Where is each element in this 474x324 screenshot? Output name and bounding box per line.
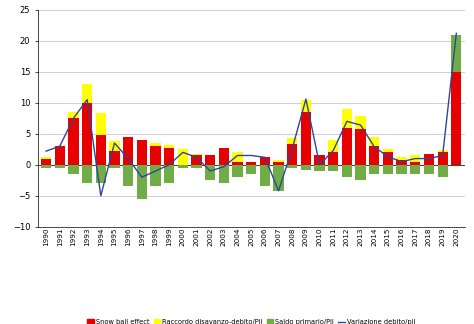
Bar (396, 165, 407, 174)
Bar (273, 162, 284, 165)
Bar (219, 148, 229, 165)
Bar (369, 165, 379, 174)
Bar (396, 157, 407, 160)
Bar (123, 165, 133, 187)
Bar (55, 146, 65, 165)
Bar (260, 165, 270, 187)
Bar (451, 35, 462, 72)
Bar (410, 162, 420, 165)
Bar (328, 165, 338, 171)
Bar (356, 165, 366, 180)
Bar (191, 165, 201, 168)
Bar (246, 162, 256, 165)
Bar (191, 156, 201, 165)
Bar (150, 146, 161, 165)
Bar (55, 165, 65, 168)
Bar (150, 165, 161, 187)
Bar (438, 152, 448, 165)
Bar (68, 165, 79, 174)
Bar (205, 156, 215, 165)
Bar (109, 141, 119, 151)
Bar (82, 165, 92, 183)
Bar (383, 152, 393, 165)
Bar (232, 152, 243, 162)
Bar (41, 157, 51, 158)
Bar (96, 165, 106, 183)
Bar (342, 165, 352, 177)
Bar (123, 137, 133, 165)
Bar (164, 165, 174, 183)
Bar (232, 165, 243, 177)
Bar (410, 165, 420, 174)
Bar (369, 137, 379, 146)
Bar (342, 128, 352, 165)
Bar (191, 154, 201, 156)
Bar (109, 165, 119, 168)
Bar (342, 109, 352, 128)
Bar (137, 140, 147, 165)
Bar (301, 100, 311, 112)
Bar (287, 144, 297, 165)
Bar (356, 129, 366, 165)
Bar (383, 165, 393, 174)
Bar (178, 165, 188, 168)
Bar (246, 165, 256, 174)
Bar (137, 165, 147, 199)
Bar (369, 146, 379, 165)
Bar (41, 165, 51, 168)
Bar (96, 135, 106, 165)
Bar (260, 157, 270, 165)
Bar (273, 160, 284, 162)
Bar (301, 165, 311, 170)
Bar (301, 112, 311, 165)
Bar (438, 150, 448, 152)
Bar (396, 160, 407, 165)
Bar (232, 162, 243, 165)
Bar (68, 112, 79, 118)
Bar (178, 149, 188, 165)
Bar (410, 156, 420, 162)
Legend: Snow ball effect, Raccordo disavanzo-debito/Pil, Saldo primario/Pil, Variazione : Snow ball effect, Raccordo disavanzo-deb… (85, 316, 418, 324)
Bar (287, 165, 297, 168)
Bar (150, 143, 161, 146)
Bar (68, 118, 79, 165)
Bar (41, 158, 51, 165)
Bar (328, 152, 338, 165)
Bar (82, 84, 92, 103)
Bar (96, 113, 106, 135)
Bar (438, 165, 448, 177)
Bar (451, 72, 462, 165)
Bar (424, 165, 434, 174)
Bar (424, 154, 434, 165)
Bar (273, 165, 284, 191)
Bar (314, 165, 325, 171)
Bar (287, 138, 297, 144)
Bar (82, 103, 92, 165)
Bar (314, 155, 325, 165)
Bar (164, 145, 174, 148)
Bar (164, 148, 174, 165)
Bar (205, 165, 215, 180)
Bar (219, 165, 229, 183)
Bar (383, 149, 393, 152)
Bar (109, 151, 119, 165)
Bar (356, 116, 366, 129)
Bar (328, 140, 338, 152)
